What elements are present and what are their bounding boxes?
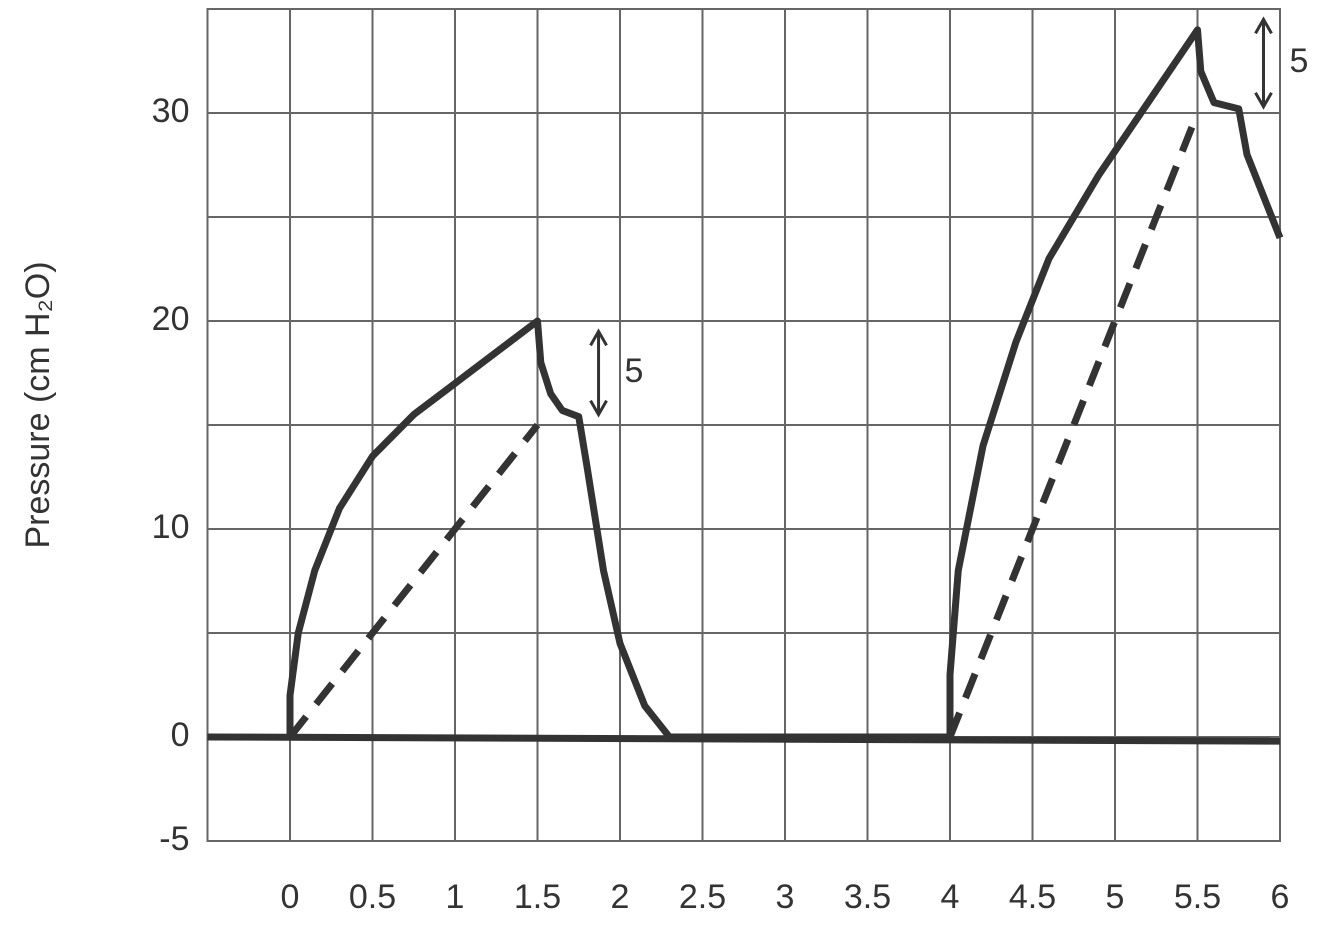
arrow-head [1254,92,1273,110]
x-tick-label: 0 [281,878,300,916]
data-line [207,733,1281,745]
annotation-label: 5 [625,352,644,390]
arrow-head [589,399,608,418]
data-line [287,111,1201,740]
y-tick-label: 10 [152,508,190,546]
x-tick-label: 4.5 [1009,878,1056,916]
annotation-label: 5 [1290,42,1309,80]
x-tick-label: 5 [1106,878,1125,916]
x-tick-label: 5.5 [1174,878,1221,916]
x-tick-label: 3 [776,878,795,916]
y-tick-label: -5 [159,820,189,858]
x-tick-label: 1.5 [514,878,561,916]
y-tick-label: 30 [152,92,190,130]
x-tick-label: 0.5 [349,878,396,916]
y-tick-label: 0 [171,716,190,754]
x-tick-label: 4 [941,878,960,916]
data-line [286,26,1284,741]
x-tick-label: 1 [446,878,465,916]
y-tick-label: 20 [152,300,190,338]
x-tick-label: 2 [611,878,630,916]
x-tick-label: 3.5 [844,878,891,916]
arrow-head [589,328,608,347]
x-tick-label: 2.5 [679,878,726,916]
y-axis-label: Pressure (cm H₂O) [19,261,57,548]
x-tick-label: 6 [1271,878,1290,916]
arrow-head [1254,16,1273,35]
